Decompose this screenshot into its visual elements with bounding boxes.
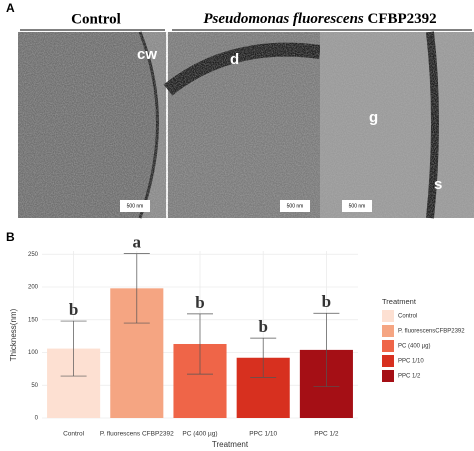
control-heading: Control: [71, 11, 121, 27]
legend-swatch: [382, 355, 394, 367]
legend-swatch: [382, 370, 394, 382]
y-tick-label: 100: [28, 350, 39, 356]
scale-text: 500 nm: [349, 203, 366, 209]
x-tick-label: PPC 1/2: [314, 431, 339, 438]
texture: [18, 32, 474, 218]
image-label: d: [230, 51, 239, 68]
image-label: s: [434, 176, 442, 193]
panel-label: B: [6, 230, 15, 244]
x-axis-title: Treatment: [212, 440, 249, 449]
x-tick-label: PPC 1/10: [249, 431, 277, 438]
y-tick-label: 50: [31, 383, 38, 389]
legend-label: PC (400 µg): [398, 344, 430, 350]
y-tick-label: 250: [28, 252, 39, 258]
significance-letter: b: [195, 293, 204, 312]
legend-label: P. fluorescensCFBP2392: [398, 329, 465, 335]
image-label: g: [369, 109, 378, 126]
y-tick-label: 200: [28, 285, 39, 291]
significance-letter: b: [322, 292, 331, 311]
legend-swatch: [382, 310, 394, 322]
significance-letter: b: [258, 317, 267, 336]
image-label: cw: [137, 46, 157, 63]
scale-text: 500 nm: [287, 203, 304, 209]
heading-rest: CFBP2392: [364, 11, 437, 27]
legend-swatch: [382, 340, 394, 352]
x-tick-label: P. fluorescens CFBP2392: [100, 431, 174, 438]
scale-text: 500 nm: [127, 203, 144, 209]
legend-title: Treatment: [382, 297, 417, 306]
x-tick-label: Control: [63, 431, 85, 438]
scale-bar: [120, 200, 150, 212]
y-tick-label: 0: [35, 416, 39, 422]
treated-heading: Pseudomonas fluorescens CFBP2392: [203, 11, 436, 27]
micrographs: cw d g s 500 nm 500 nm 500 nm: [18, 31, 474, 219]
y-tick-label: 150: [28, 317, 39, 323]
significance-letter: b: [69, 300, 78, 319]
legend-label: Control: [398, 314, 417, 320]
panel-label: A: [6, 1, 15, 15]
x-tick-label: PC (400 µg): [182, 431, 217, 438]
y-axis-title: Thickness(nm): [9, 308, 18, 361]
significance-letter: a: [133, 233, 142, 252]
scale-bar: [342, 200, 372, 212]
legend-label: PPC 1/10: [398, 359, 424, 365]
scale-bar: [280, 200, 310, 212]
heading-italic: Pseudomonas fluorescens: [203, 11, 364, 27]
legend-label: PPC 1/2: [398, 374, 421, 380]
legend-swatch: [382, 325, 394, 337]
